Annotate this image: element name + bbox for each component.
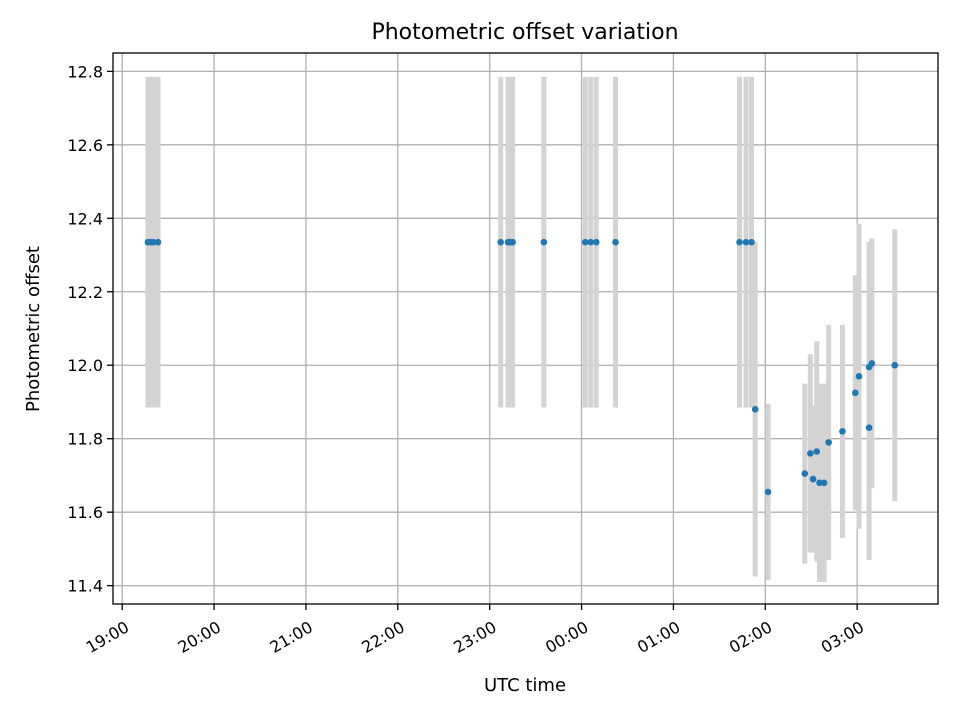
data-point <box>742 238 750 246</box>
data-point <box>852 389 859 397</box>
y-tick-label: 12.8 <box>67 62 103 81</box>
data-point <box>809 475 817 483</box>
y-tick-label: 11.4 <box>67 577 103 596</box>
data-point <box>751 406 759 413</box>
data-point <box>868 360 876 367</box>
y-tick-label: 12.0 <box>67 356 103 375</box>
data-point <box>592 238 600 246</box>
data-point <box>865 424 873 431</box>
data-point <box>813 448 821 455</box>
plot-frame <box>112 52 939 605</box>
y-tick-label: 12.2 <box>67 283 103 302</box>
data-point <box>825 439 832 446</box>
y-axis-label: Photometric offset <box>23 246 44 412</box>
y-tick-label: 12.6 <box>67 136 103 155</box>
data-point <box>612 238 619 246</box>
data-point <box>806 450 814 457</box>
grid <box>113 53 938 604</box>
y-tick-label: 11.8 <box>67 430 103 449</box>
data-point <box>855 372 863 380</box>
data-point <box>154 238 162 246</box>
data-point <box>587 238 595 246</box>
data-point <box>150 238 157 246</box>
data-point <box>764 488 772 496</box>
y-tick-label: 12.4 <box>67 209 103 228</box>
data-point <box>540 238 548 246</box>
data-point <box>801 470 809 477</box>
data-point <box>748 238 755 246</box>
data-point <box>736 238 743 246</box>
chart-title: Photometric offset variation <box>371 20 678 45</box>
data-point <box>891 361 899 369</box>
data-point <box>509 238 516 246</box>
data-point <box>839 428 846 435</box>
y-axis-ticks: 11.4 11.6 11.8 12.0 12.2 12.4 12.6 12.8 <box>67 62 113 596</box>
data-points <box>144 238 899 496</box>
data-point <box>497 238 504 246</box>
x-axis-label: UTC time <box>484 675 566 696</box>
data-point <box>820 479 828 487</box>
data-point <box>581 238 589 246</box>
y-tick-label: 11.6 <box>67 503 103 522</box>
data-point <box>816 479 823 487</box>
